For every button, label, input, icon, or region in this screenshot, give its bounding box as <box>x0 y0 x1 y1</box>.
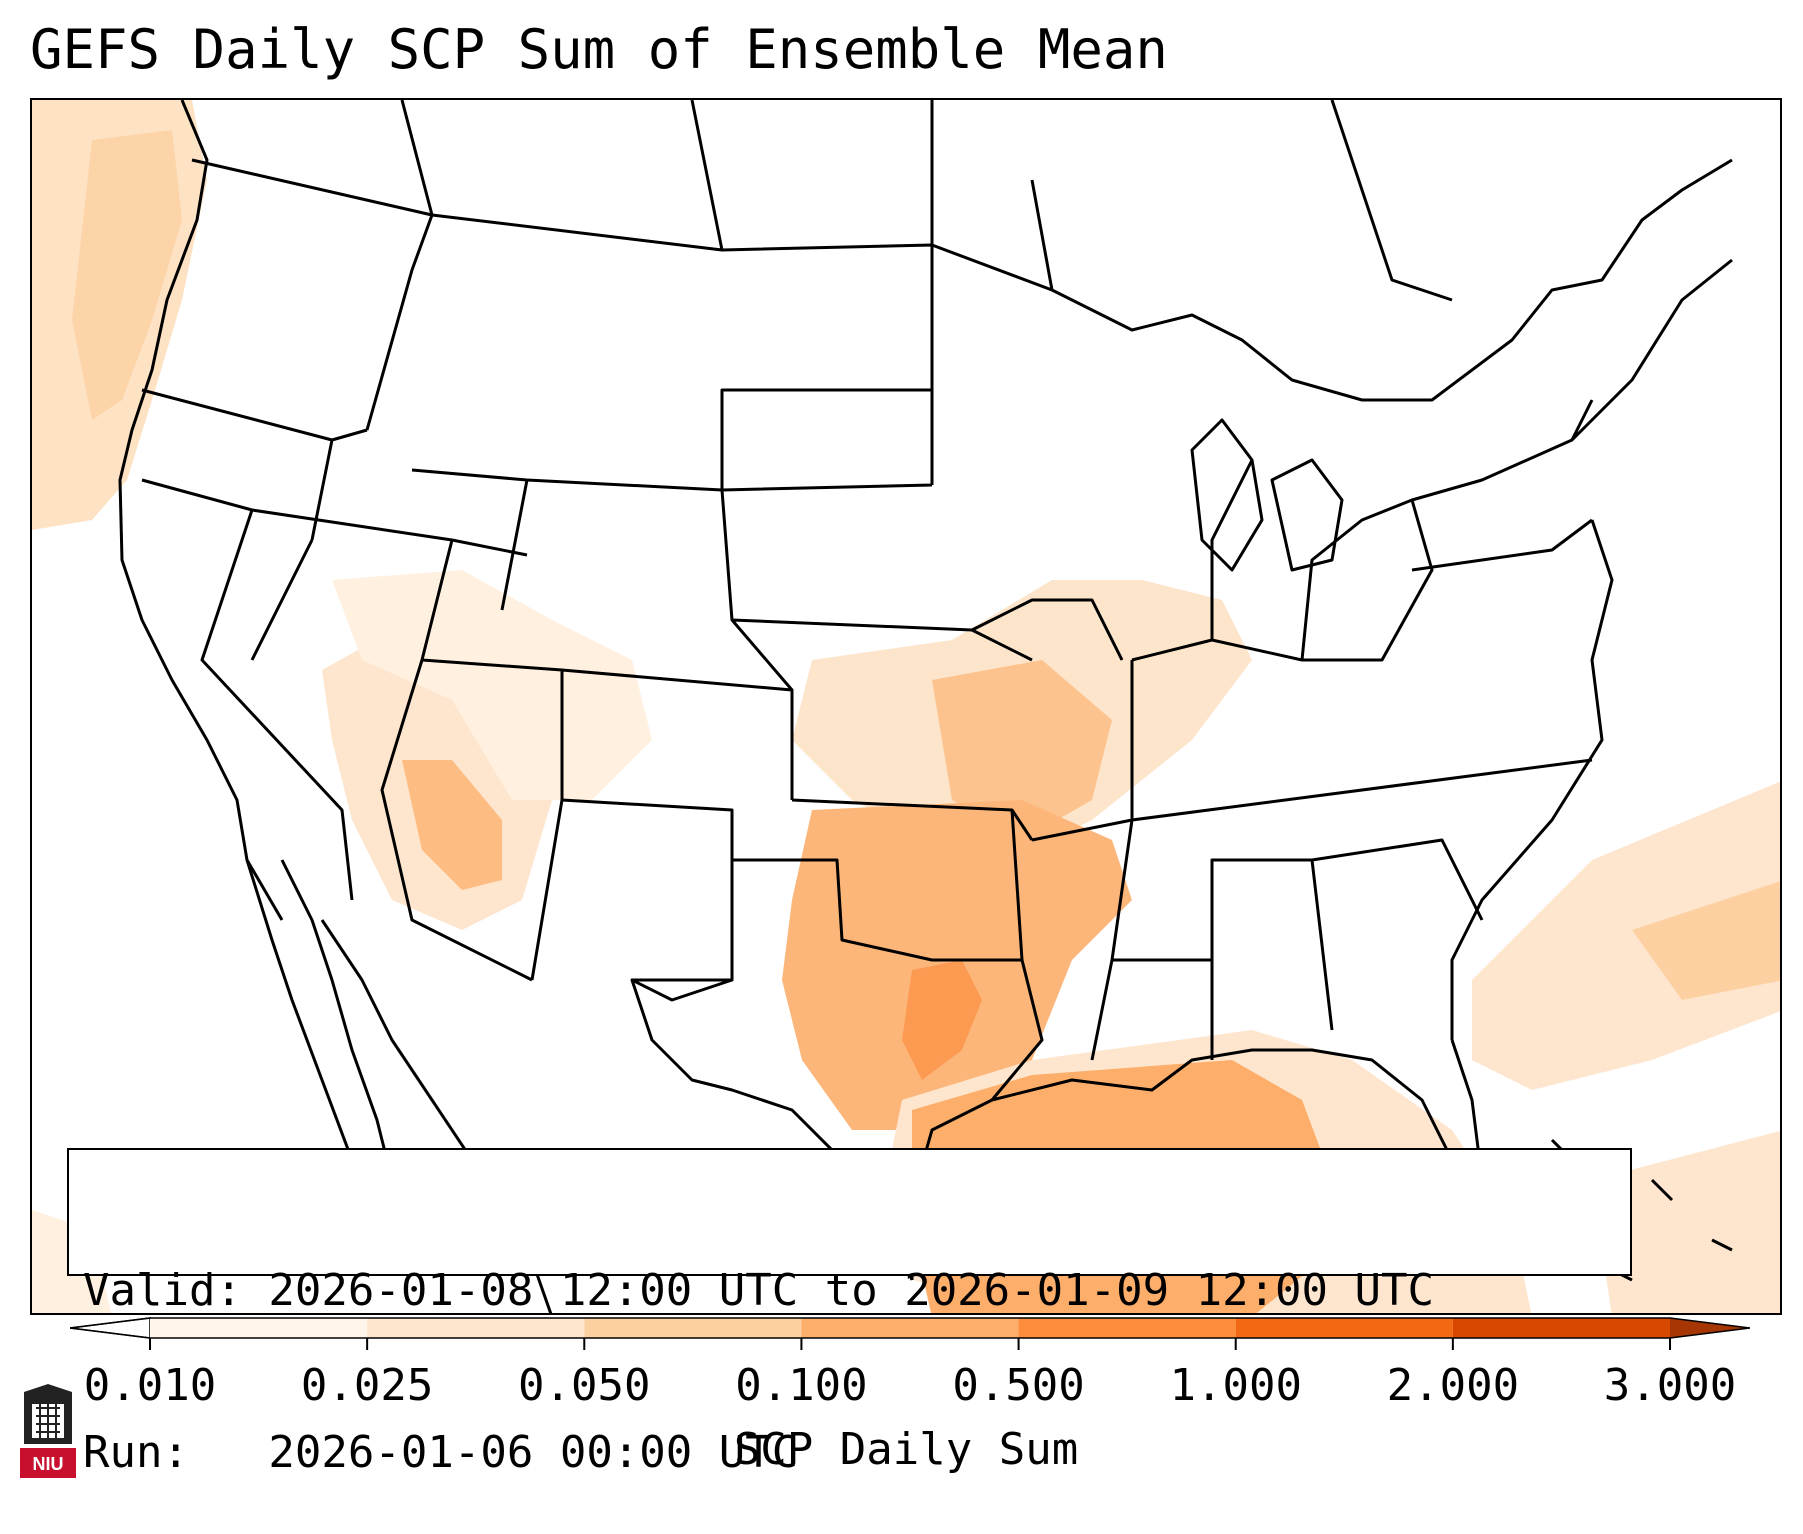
colorbar-tick-label: 0.050 <box>518 1360 651 1411</box>
niu-logo: NIU <box>20 1384 76 1478</box>
logo-band <box>20 1448 76 1478</box>
colorbar <box>70 1317 1750 1350</box>
colorbar-tick-label: 0.010 <box>83 1360 217 1411</box>
northeast <box>1131 258 1733 662</box>
state-lines-north <box>141 214 934 661</box>
shade-atlantic <box>1472 781 1780 1090</box>
colorbar-label: SCP Daily Sum <box>733 1424 1079 1475</box>
michigan <box>1190 418 1344 572</box>
valid-time-text: Valid: 2026-01-08 12:00 UTC to 2026-01-0… <box>83 1265 1435 1316</box>
colorbar-cell <box>1018 1318 1236 1338</box>
shade-missouri <box>932 660 1112 840</box>
shade-atlantic-core <box>1632 881 1780 1000</box>
colorbar-tick-label: 0.100 <box>735 1360 868 1411</box>
shade-pacific-nw-inner <box>72 130 182 420</box>
valid-run-info-box: Valid: 2026-01-08 12:00 UTC to 2026-01-0… <box>67 1148 1632 1478</box>
colorbar-cells <box>70 1317 1750 1339</box>
shade-rockies <box>332 570 652 800</box>
colorbar-cell <box>1235 1318 1453 1338</box>
us-canada-border <box>191 158 1733 402</box>
scp-shading <box>32 100 1780 1313</box>
colorbar-cell <box>150 1318 368 1338</box>
colorbar-cell <box>801 1318 1019 1338</box>
map-panel <box>30 98 1782 1315</box>
colorbar-cell <box>367 1318 585 1338</box>
colorbar-cell <box>1452 1318 1670 1338</box>
atlantic-coast <box>1450 519 1614 1040</box>
colorbar-under-extension <box>70 1317 151 1339</box>
canada-provinces <box>400 100 1453 302</box>
west-coast <box>118 100 284 921</box>
colorbar-over-extension <box>1670 1318 1750 1338</box>
four-corners <box>251 508 794 982</box>
shade-caribbean <box>1592 1131 1780 1313</box>
run-time-text: Run: 2026-01-06 00:00 UTC <box>83 1427 799 1478</box>
plains <box>720 489 1124 961</box>
shade-texas-core <box>902 960 982 1080</box>
colorbar-cell <box>584 1318 802 1338</box>
logo-text: NIU <box>33 1454 64 1474</box>
colorbar-tick-label: 0.025 <box>300 1360 434 1411</box>
map-canvas <box>32 100 1780 1313</box>
nevada-california <box>141 478 354 901</box>
southeast-states <box>1031 660 1593 1061</box>
colorbar-tick-label: 2.000 <box>1386 1360 1520 1411</box>
colorbar-tick-label: 0.500 <box>952 1360 1085 1411</box>
map-title: GEFS Daily SCP Sum of Ensemble Mean <box>30 18 1168 81</box>
colorbar-tick-label: 1.000 <box>1169 1360 1302 1411</box>
shade-arizona-core <box>402 760 502 890</box>
colorbar-tick-label: 3.000 <box>1603 1360 1737 1411</box>
colorbar-ticks <box>149 1338 1671 1350</box>
